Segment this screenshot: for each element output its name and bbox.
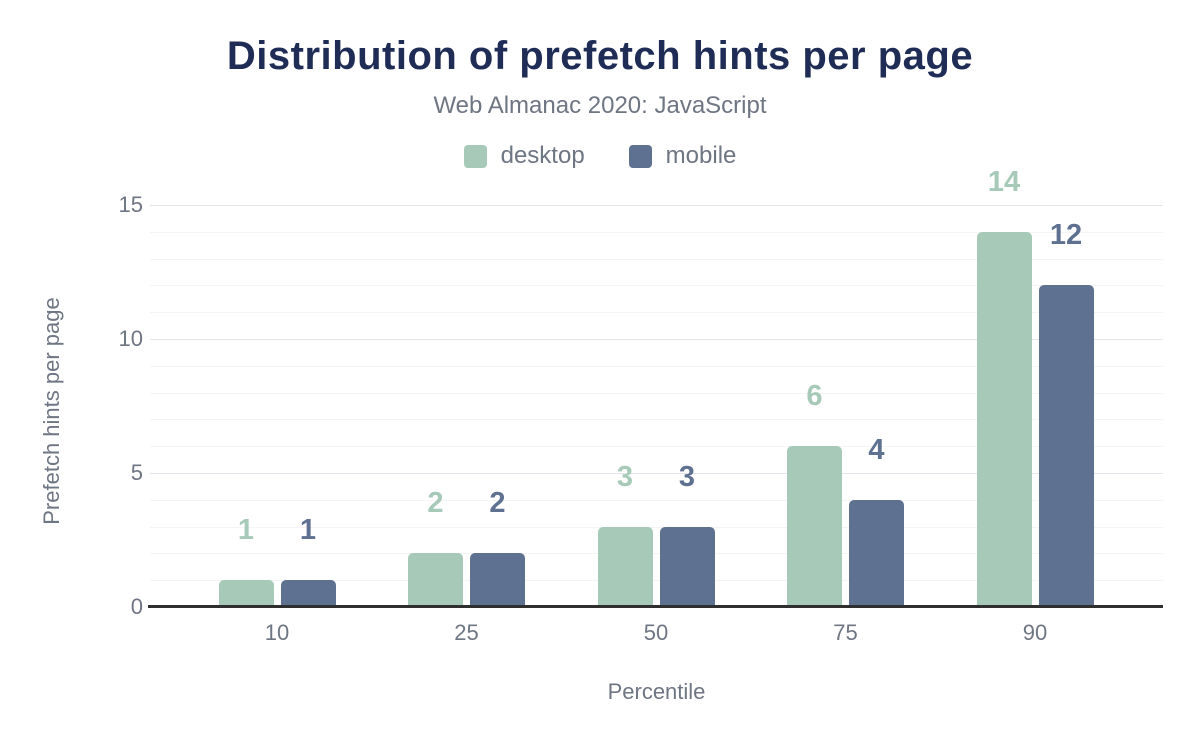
legend: desktop mobile xyxy=(0,142,1200,170)
minor-gridline xyxy=(150,392,1163,394)
bar-value-label-desktop-p25: 2 xyxy=(427,487,444,520)
bar-desktop-p90[interactable] xyxy=(976,231,1032,607)
minor-gridline xyxy=(150,258,1163,260)
bar-value-label-desktop-p50: 3 xyxy=(616,460,634,493)
bar-mobile-p10[interactable] xyxy=(280,580,336,607)
legend-item-mobile[interactable]: mobile xyxy=(628,142,737,170)
minor-gridline xyxy=(150,285,1163,287)
bar-desktop-p10[interactable] xyxy=(218,580,274,607)
chart-subtitle: Web Almanac 2020: JavaScript xyxy=(433,92,767,119)
x-tick-label: 75 xyxy=(833,620,858,645)
bar-value-label-mobile-p50: 3 xyxy=(678,460,696,493)
bar-value-label-mobile-p25: 2 xyxy=(489,487,506,520)
legend-item-desktop[interactable]: desktop xyxy=(463,142,585,170)
minor-gridline xyxy=(150,526,1163,528)
x-axis-line xyxy=(148,605,1163,608)
mobile-series-swatch-icon xyxy=(628,144,652,168)
chart-title: Distribution of prefetch hints per page xyxy=(226,34,974,78)
minor-gridline xyxy=(150,312,1163,314)
bar-value-label-desktop-p75: 6 xyxy=(806,380,823,413)
x-tick-label: 25 xyxy=(454,620,479,645)
minor-gridline xyxy=(150,231,1163,233)
bar-mobile-p90[interactable] xyxy=(1038,285,1094,607)
bar-value-label-desktop-p10: 1 xyxy=(237,514,255,547)
minor-gridline xyxy=(150,365,1163,367)
bar-desktop-p75[interactable] xyxy=(787,446,842,607)
bar-mobile-p25[interactable] xyxy=(470,553,525,607)
y-tick-label: 10 xyxy=(118,326,143,351)
bar-value-label-desktop-p90: 14 xyxy=(987,165,1021,198)
bar-mobile-p50[interactable] xyxy=(659,526,715,607)
y-tick-label: 0 xyxy=(130,594,143,619)
major-gridline xyxy=(150,339,1163,340)
bar-desktop-p50[interactable] xyxy=(597,526,653,607)
bar-value-label-mobile-p90: 12 xyxy=(1049,219,1083,252)
minor-gridline xyxy=(150,419,1163,421)
bar-value-label-mobile-p10: 1 xyxy=(299,514,317,547)
x-axis-title: Percentile xyxy=(607,679,706,704)
major-gridline xyxy=(150,205,1163,206)
legend-label-desktop: desktop xyxy=(500,142,585,169)
x-tick-label: 50 xyxy=(643,620,669,645)
y-tick-label: 15 xyxy=(118,192,143,217)
legend-label-mobile: mobile xyxy=(665,142,737,169)
minor-gridline xyxy=(150,499,1163,501)
major-gridline xyxy=(150,473,1163,474)
y-tick-label: 5 xyxy=(130,460,143,485)
bar-value-label-mobile-p75: 4 xyxy=(868,433,885,466)
minor-gridline xyxy=(150,446,1163,448)
bar-desktop-p25[interactable] xyxy=(408,553,463,607)
desktop-series-swatch-icon xyxy=(463,144,487,168)
x-tick-label: 90 xyxy=(1022,620,1048,645)
x-tick-label: 10 xyxy=(264,620,290,645)
minor-gridline xyxy=(150,580,1163,582)
bar-mobile-p75[interactable] xyxy=(849,499,904,607)
minor-gridline xyxy=(150,553,1163,555)
y-axis-title: Prefetch hints per page xyxy=(39,297,64,525)
